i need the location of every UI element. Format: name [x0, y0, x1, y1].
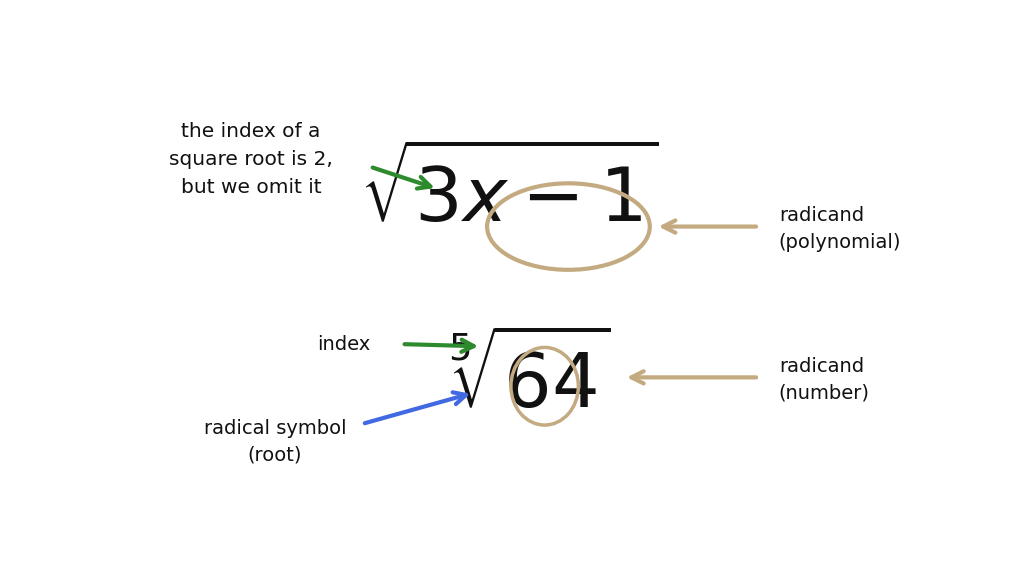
Text: index: index [316, 335, 370, 354]
Text: $\sqrt[5]{64}$: $\sqrt[5]{64}$ [447, 335, 610, 424]
Text: radicand
(number): radicand (number) [778, 357, 869, 402]
Text: the index of a
square root is 2,
but we omit it: the index of a square root is 2, but we … [169, 122, 333, 198]
Text: $\sqrt{3x - 1}$: $\sqrt{3x - 1}$ [359, 149, 658, 238]
Text: radicand
(polynomial): radicand (polynomial) [778, 206, 901, 252]
Text: radical symbol
(root): radical symbol (root) [204, 419, 346, 464]
